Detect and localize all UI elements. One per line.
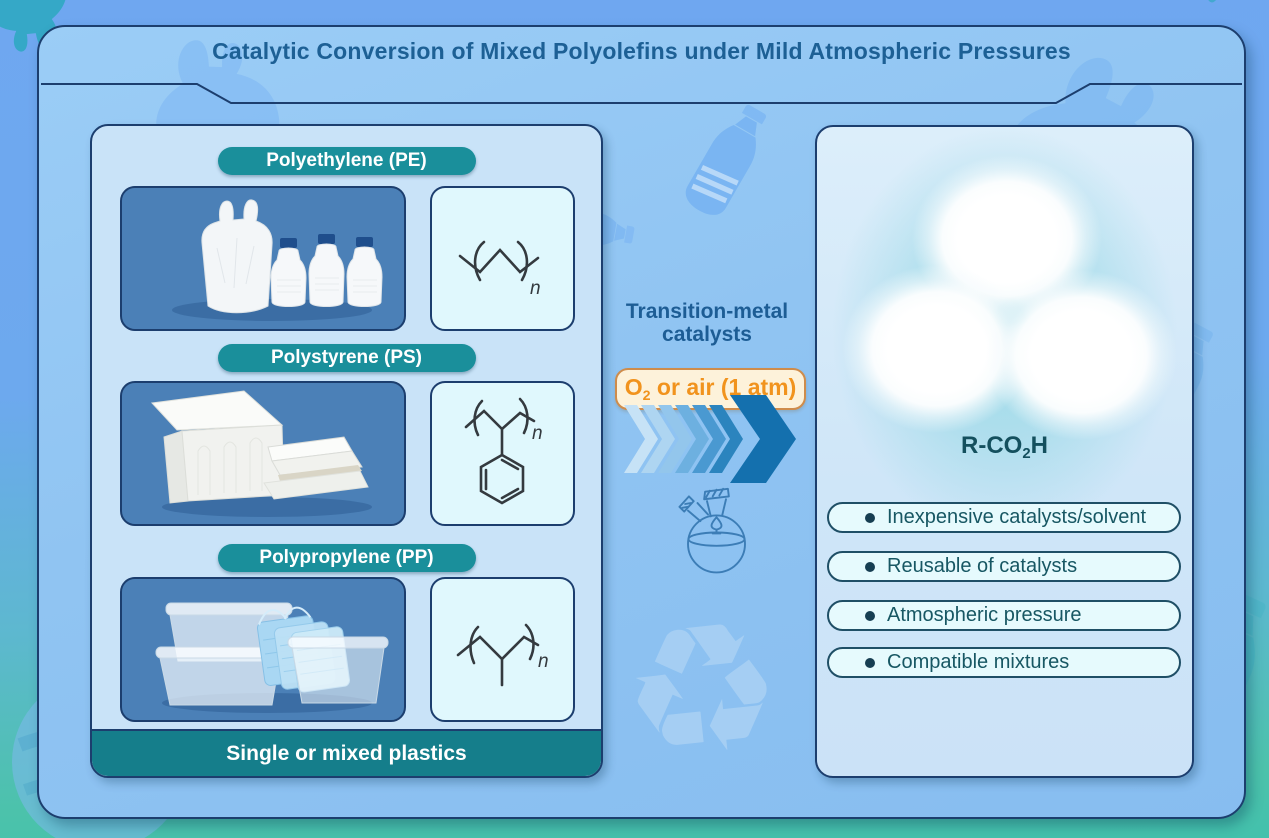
section-label-polyethylene: Polyethylene (PE): [217, 147, 476, 175]
feature-text: Inexpensive catalysts/solvent: [887, 506, 1147, 528]
feature-pill: Compatible mixtures: [827, 647, 1181, 678]
ps-structure: n: [430, 381, 575, 526]
bottle-silhouette-icon: [1117, 0, 1241, 12]
section-label-text: Polypropylene (PP): [259, 547, 434, 568]
recycle-symbol-icon: ♻: [611, 583, 792, 798]
oxidant-condition-pill: O2 or air (1 atm): [615, 368, 806, 410]
bullet-dot: [865, 512, 875, 523]
bullet-dot: [865, 657, 875, 668]
plastic-bag-and-bottles-illustration: [172, 199, 383, 321]
pp-structure-drawing: n: [456, 623, 549, 687]
footer-banner: Single or mixed plastics: [92, 729, 601, 776]
powder-pile: [985, 270, 1177, 440]
feature-text: Compatible mixtures: [887, 651, 1070, 673]
main-panel: Catalytic Conversion of Mixed Polyolefin…: [37, 25, 1246, 819]
foam-containers-illustration: [150, 390, 372, 517]
ps-structure-drawing: n: [464, 397, 543, 505]
feature-pill: Atmospheric pressure: [827, 600, 1181, 631]
pe-photo: [120, 186, 406, 331]
catalyst-label: Transition-metal catalysts: [607, 300, 807, 346]
chevron-flow-arrow-icon: [624, 395, 796, 483]
page-title: Catalytic Conversion of Mixed Polyolefin…: [212, 38, 1071, 64]
repeat-unit-subscript: n: [538, 651, 549, 672]
product-panel: R-CO2H Inexpensive catalysts/solvent Reu…: [815, 125, 1194, 778]
pe-structure: n: [430, 186, 575, 331]
containers-and-masks-illustration: [155, 602, 389, 713]
bullet-dot: [865, 561, 875, 572]
catalyst-label-line1: Transition-metal: [625, 300, 789, 323]
milk-bottles: [270, 234, 383, 307]
product-formula: R-CO2H: [961, 432, 1048, 463]
repeat-unit-subscript: n: [532, 423, 543, 444]
round-bottom-flask-icon: [678, 487, 746, 574]
bullet-dot: [865, 610, 875, 621]
feature-text: Reusable of catalysts: [887, 555, 1078, 577]
feature-pill: Reusable of catalysts: [827, 551, 1181, 582]
footer-banner-text: Single or mixed plastics: [226, 741, 467, 765]
pe-structure-drawing: n: [458, 240, 541, 299]
ps-photo: [120, 381, 406, 526]
feature-text: Atmospheric pressure: [887, 604, 1082, 626]
oxidant-text: O2 or air (1 atm): [624, 374, 797, 404]
title-banner-divider: [41, 83, 1242, 104]
section-label-polypropylene: Polypropylene (PP): [217, 544, 476, 572]
section-label-polystyrene: Polystyrene (PS): [217, 344, 476, 372]
feature-pill: Inexpensive catalysts/solvent: [827, 502, 1181, 533]
section-label-text: Polystyrene (PS): [271, 347, 422, 368]
pp-photo: [120, 577, 406, 722]
repeat-unit-subscript: n: [530, 278, 541, 299]
section-label-text: Polyethylene (PE): [266, 150, 427, 171]
catalyst-label-line2: catalysts: [662, 323, 752, 346]
plastics-input-panel: Polyethylene (PE): [90, 124, 603, 778]
pp-structure: n: [430, 577, 575, 722]
bottle-silhouette-icon: [680, 98, 776, 221]
